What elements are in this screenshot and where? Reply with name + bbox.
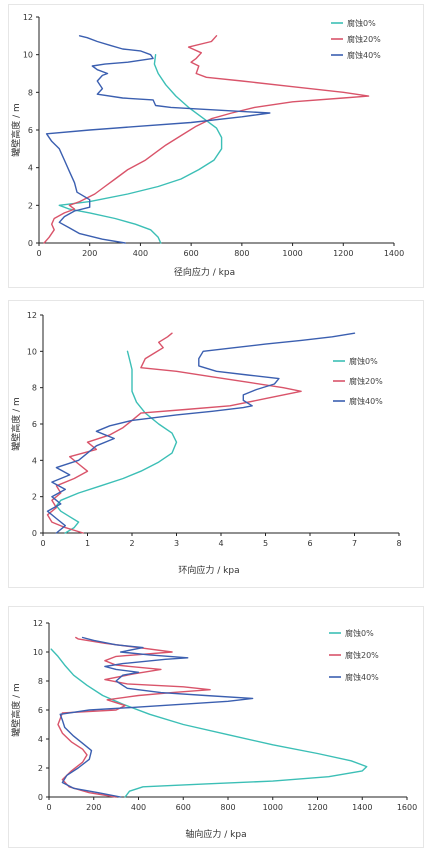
x-tick-label: 800 bbox=[234, 249, 249, 258]
legend-label-1: 腐蚀20% bbox=[347, 34, 381, 44]
y-tick-label: 6 bbox=[28, 126, 33, 135]
y-tick-label: 6 bbox=[38, 706, 43, 715]
x-tick-label: 6 bbox=[307, 539, 312, 548]
x-tick-label: 3 bbox=[174, 539, 179, 548]
x-tick-label: 600 bbox=[184, 249, 199, 258]
series-line-2 bbox=[59, 636, 254, 798]
x-tick-label: 600 bbox=[176, 803, 191, 812]
y-tick-label: 2 bbox=[28, 201, 33, 210]
y-tick-label: 0 bbox=[38, 793, 43, 802]
y-axis-label: 罐壁高度 / m bbox=[10, 103, 22, 157]
series-line-0 bbox=[58, 54, 223, 244]
legend-label-0: 腐蚀0% bbox=[345, 628, 374, 638]
x-axis-label: 径向应力 / kpa bbox=[174, 266, 235, 278]
legend-label-0: 腐蚀0% bbox=[349, 356, 378, 366]
x-tick-label: 2 bbox=[129, 539, 134, 548]
y-tick-label: 10 bbox=[23, 51, 33, 60]
x-axis-label: 环向应力 / kpa bbox=[178, 564, 239, 576]
y-tick-label: 10 bbox=[33, 648, 43, 657]
x-tick-label: 400 bbox=[131, 803, 146, 812]
x-tick-label: 1000 bbox=[263, 803, 283, 812]
legend-label-0: 腐蚀0% bbox=[347, 18, 376, 28]
y-tick-label: 0 bbox=[28, 239, 33, 248]
x-tick-label: 1 bbox=[85, 539, 90, 548]
y-tick-label: 0 bbox=[32, 529, 37, 538]
x-tick-label: 1400 bbox=[384, 249, 404, 258]
x-tick-label: 4 bbox=[218, 539, 223, 548]
x-tick-label: 200 bbox=[82, 249, 97, 258]
y-axis-label: 罐壁高度 / m bbox=[10, 397, 22, 451]
chart-axial-stress: 0 200 400 600 800 1000 1200 1400 1600 0 2 4 6 8 10 12 轴向… bbox=[10, 619, 417, 840]
series-line-1 bbox=[57, 636, 211, 798]
series-line-2 bbox=[45, 35, 271, 244]
x-tick-label: 200 bbox=[86, 803, 101, 812]
y-tick-label: 4 bbox=[38, 735, 43, 744]
legend-label-1: 腐蚀20% bbox=[345, 650, 379, 660]
series-line-0 bbox=[50, 648, 368, 798]
y-axis-label: 罐壁高度 / m bbox=[10, 683, 22, 737]
y-tick-label: 2 bbox=[32, 493, 37, 502]
x-tick-label: 0 bbox=[36, 249, 41, 258]
panel-hoop-stress: 0 1 2 3 4 5 6 7 8 0 2 4 6 8 10 12 环向应力 / kpa 罐壁高度 / m 腐蚀0%… bbox=[8, 300, 424, 588]
x-tick-label: 400 bbox=[133, 249, 148, 258]
x-tick-label: 1600 bbox=[397, 803, 417, 812]
x-tick-label: 1200 bbox=[307, 803, 327, 812]
legend-label-1: 腐蚀20% bbox=[349, 376, 383, 386]
y-tick-label: 2 bbox=[38, 764, 43, 773]
y-tick-label: 12 bbox=[27, 311, 37, 320]
panel-radial-stress: 0 200 400 600 800 1000 1200 1400 0 2 4 6 8 10 12 径向应力 /… bbox=[8, 4, 424, 288]
y-tick-label: 8 bbox=[38, 677, 43, 686]
y-tick-label: 6 bbox=[32, 420, 37, 429]
x-axis-label: 轴向应力 / kpa bbox=[185, 828, 246, 840]
x-tick-label: 1400 bbox=[352, 803, 372, 812]
x-tick-label: 5 bbox=[263, 539, 268, 548]
x-tick-label: 7 bbox=[352, 539, 357, 548]
legend-label-2: 腐蚀40% bbox=[347, 50, 381, 60]
x-tick-label: 0 bbox=[40, 539, 45, 548]
panel-axial-stress: 0 200 400 600 800 1000 1200 1400 1600 0 2 4 6 8 10 12 轴向… bbox=[8, 606, 424, 848]
y-tick-label: 4 bbox=[28, 164, 33, 173]
legend-label-2: 腐蚀40% bbox=[349, 396, 383, 406]
x-tick-label: 1000 bbox=[282, 249, 302, 258]
x-tick-label: 1200 bbox=[333, 249, 353, 258]
series-line-1 bbox=[46, 332, 302, 534]
y-tick-label: 12 bbox=[33, 619, 43, 628]
series-line-1 bbox=[43, 35, 370, 244]
y-tick-label: 10 bbox=[27, 347, 37, 356]
series-line-2 bbox=[46, 332, 356, 534]
chart-radial-stress: 0 200 400 600 800 1000 1200 1400 0 2 4 6 8 10 12 径向应力 /… bbox=[10, 13, 404, 278]
legend-label-2: 腐蚀40% bbox=[345, 672, 379, 682]
x-tick-label: 0 bbox=[46, 803, 51, 812]
y-tick-label: 8 bbox=[32, 384, 37, 393]
y-tick-label: 12 bbox=[23, 13, 33, 22]
series-line-0 bbox=[55, 350, 178, 534]
x-tick-label: 8 bbox=[396, 539, 401, 548]
y-tick-label: 8 bbox=[28, 88, 33, 97]
y-tick-label: 4 bbox=[32, 456, 37, 465]
x-tick-label: 800 bbox=[220, 803, 235, 812]
